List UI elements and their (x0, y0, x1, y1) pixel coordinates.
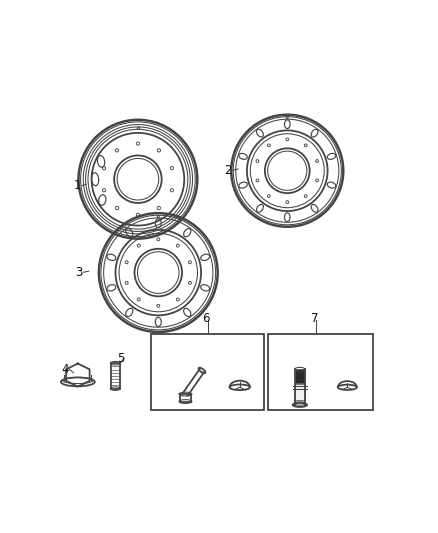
Bar (268, 334, 373, 410)
Bar (152, 334, 264, 410)
Bar (295, 369, 305, 383)
Text: 5: 5 (117, 352, 125, 365)
Text: 3: 3 (75, 266, 82, 279)
Bar (295, 384, 304, 400)
Text: 1: 1 (74, 180, 81, 192)
Bar (111, 363, 120, 389)
Text: 4: 4 (61, 363, 69, 376)
Text: 6: 6 (202, 312, 210, 325)
Text: 7: 7 (311, 312, 318, 325)
Bar (180, 394, 191, 401)
Text: 2: 2 (224, 164, 232, 177)
